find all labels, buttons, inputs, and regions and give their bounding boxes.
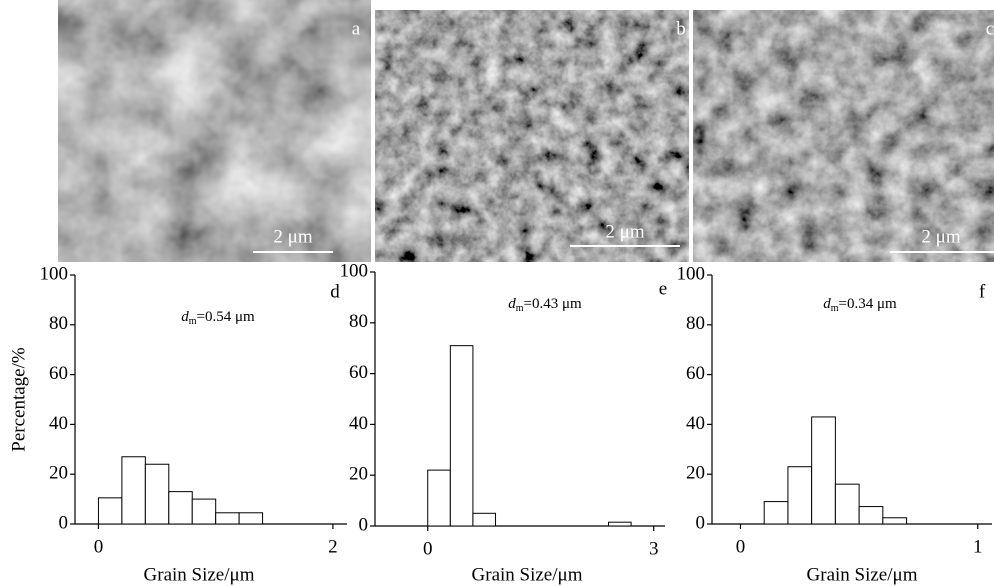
y-tick-label: 80 bbox=[49, 313, 68, 334]
x-tick-label: 0 bbox=[423, 538, 433, 559]
histogram-bar bbox=[192, 499, 215, 524]
histogram-bar bbox=[169, 492, 192, 524]
histogram-bar bbox=[859, 507, 883, 524]
y-tick-label: 40 bbox=[349, 413, 368, 434]
y-tick-label: 60 bbox=[349, 362, 368, 383]
y-tick-label: 80 bbox=[686, 313, 705, 334]
histogram-bar bbox=[883, 518, 907, 524]
sem-image-c: c 2 μm bbox=[693, 10, 994, 262]
histogram-bar bbox=[428, 470, 451, 526]
x-axis-label: Grain Size/μm bbox=[144, 564, 255, 585]
x-axis-label: Grain Size/μm bbox=[807, 564, 918, 585]
y-tick-label: 60 bbox=[686, 363, 705, 384]
y-tick-label: 100 bbox=[340, 260, 369, 281]
sem-image-a: a 2 μm bbox=[58, 0, 371, 262]
sem-image bbox=[58, 0, 371, 262]
histogram-bar bbox=[122, 457, 145, 524]
annotation: dm=0.43 μm bbox=[508, 296, 582, 314]
scale-bar-label: 2 μm bbox=[273, 226, 312, 247]
panel-label: d bbox=[330, 281, 340, 302]
page: a 2 μm b 2 μm c 2 μm 02040608010002Grain… bbox=[0, 0, 994, 586]
histogram-bar bbox=[812, 417, 836, 524]
y-tick-label: 100 bbox=[40, 263, 69, 284]
histogram-bar bbox=[239, 513, 262, 524]
y-tick-label: 20 bbox=[686, 463, 705, 484]
annotation: dm=0.54 μm bbox=[181, 309, 255, 327]
scale-bar-label: 2 μm bbox=[605, 221, 644, 242]
y-tick-label: 20 bbox=[349, 464, 368, 485]
histogram-bar bbox=[98, 498, 121, 524]
y-tick-label: 60 bbox=[49, 363, 68, 384]
panel-label: e bbox=[659, 278, 667, 299]
histogram-bar bbox=[145, 464, 168, 524]
histogram-bar bbox=[473, 513, 496, 526]
histogram-bar bbox=[835, 484, 859, 524]
panel-label: a bbox=[352, 18, 361, 39]
histogram-bar bbox=[216, 513, 239, 524]
scale-bar-label: 2 μm bbox=[921, 226, 960, 247]
x-axis-label: Grain Size/μm bbox=[472, 564, 583, 585]
annotation: dm=0.34 μm bbox=[823, 296, 897, 314]
panel-label: b bbox=[676, 18, 686, 39]
x-tick-label: 1 bbox=[973, 536, 983, 557]
x-tick-label: 3 bbox=[649, 538, 659, 559]
annotation-text: =0.34 μm bbox=[839, 296, 898, 312]
y-tick-label: 40 bbox=[49, 413, 68, 434]
figure: a 2 μm b 2 μm c 2 μm 02040608010002Grain… bbox=[0, 0, 994, 586]
histogram-bar bbox=[450, 346, 473, 526]
y-tick-label: 0 bbox=[696, 512, 706, 533]
annotation-text: =0.54 μm bbox=[197, 309, 256, 325]
histogram-bar bbox=[788, 467, 812, 524]
y-tick-label: 40 bbox=[686, 413, 705, 434]
x-tick-label: 2 bbox=[328, 536, 338, 557]
sem-image-b: b 2 μm bbox=[375, 10, 689, 262]
y-tick-label: 80 bbox=[349, 311, 368, 332]
y-tick-label: 20 bbox=[49, 463, 68, 484]
panel-label: f bbox=[979, 281, 986, 302]
histogram-bar bbox=[609, 522, 632, 526]
y-tick-label: 0 bbox=[59, 512, 69, 533]
histogram-bar bbox=[764, 502, 788, 524]
y-tick-label: 0 bbox=[359, 514, 369, 535]
x-tick-label: 0 bbox=[736, 536, 746, 557]
x-tick-label: 0 bbox=[94, 536, 104, 557]
panel-label: c bbox=[986, 18, 994, 39]
sem-image bbox=[693, 10, 994, 262]
y-tick-label: 100 bbox=[677, 263, 706, 284]
y-axis-label: Percentage/% bbox=[8, 347, 29, 452]
annotation-text: =0.43 μm bbox=[524, 296, 583, 312]
